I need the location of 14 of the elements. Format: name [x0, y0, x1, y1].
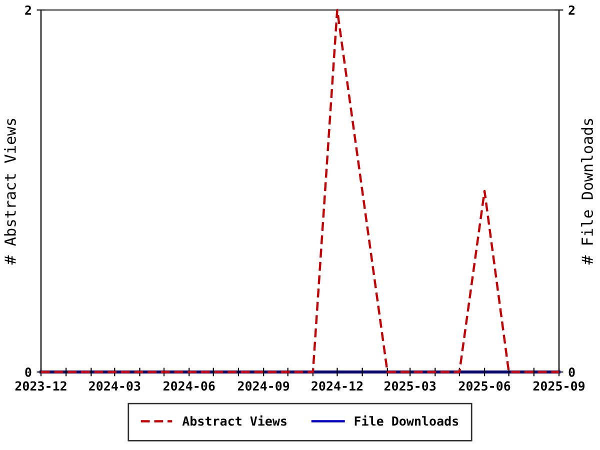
- x-tick-label: 2024-12: [312, 381, 363, 391]
- legend-label: Abstract Views: [182, 415, 286, 426]
- x-tick-label: 2025-09: [533, 381, 585, 391]
- x-tick-label: 2025-06: [458, 381, 510, 391]
- x-tick-label: 2024-09: [238, 381, 290, 391]
- x-tick-label: 2025-03: [384, 381, 436, 391]
- y2-tick-label: 2: [568, 5, 575, 15]
- x-tick-label: 2024-06: [163, 381, 215, 391]
- y2-tick-label: 0: [568, 367, 575, 377]
- legend-label: File Downloads: [354, 415, 458, 426]
- y2-axis-title: # File Downloads: [581, 118, 594, 265]
- x-tick-label: 2024-03: [89, 381, 140, 391]
- y-axis-title: # Abstract Views: [4, 118, 16, 265]
- x-tick-label: 2023-12: [15, 381, 66, 391]
